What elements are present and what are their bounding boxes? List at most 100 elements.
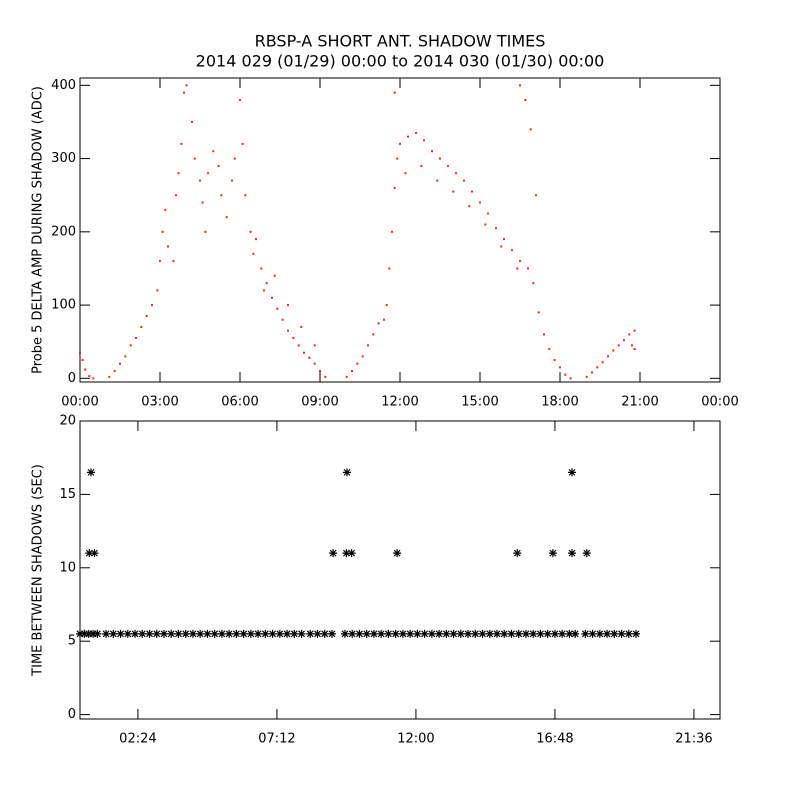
chart-subtitle: 2014 029 (01/29) 00:00 to 2014 030 (01/3… — [196, 52, 605, 71]
data-point — [167, 245, 169, 248]
asterisk-marker — [550, 629, 559, 638]
data-point — [207, 172, 209, 175]
asterisk-marker — [93, 629, 102, 638]
data-point — [396, 157, 399, 160]
asterisk-marker — [478, 629, 487, 638]
data-point — [231, 179, 233, 182]
asterisk-marker — [377, 629, 386, 638]
data-point — [292, 337, 295, 340]
asterisk-marker — [210, 629, 219, 638]
asterisk-marker — [624, 629, 633, 638]
data-point — [239, 98, 241, 101]
asterisk-marker — [582, 549, 591, 558]
asterisk-marker — [355, 629, 364, 638]
data-point — [151, 304, 153, 307]
data-point — [361, 355, 364, 358]
asterisk-marker — [347, 549, 356, 558]
data-point — [108, 375, 111, 378]
data-point — [287, 329, 289, 332]
data-point — [201, 201, 204, 204]
data-point — [199, 179, 201, 182]
data-point — [564, 373, 567, 376]
data-point — [308, 356, 311, 359]
data-point — [527, 267, 529, 270]
asterisk-marker — [76, 629, 84, 638]
data-point — [487, 212, 489, 215]
asterisk-marker — [558, 629, 567, 638]
asterisk-marker — [413, 629, 422, 638]
asterisk-marker — [87, 468, 96, 477]
data-point — [596, 366, 599, 369]
asterisk-marker — [290, 629, 299, 638]
asterisk-marker — [543, 629, 552, 638]
data-point — [543, 333, 545, 336]
data-point — [113, 370, 116, 373]
x-tick-label: 15:00 — [461, 395, 498, 410]
data-point — [383, 318, 385, 321]
asterisk-marker — [84, 629, 93, 638]
asterisk-marker — [313, 629, 322, 638]
asterisk-marker — [595, 629, 604, 638]
y-tick-label: 300 — [51, 151, 76, 166]
data-point — [519, 260, 521, 263]
asterisk-marker — [89, 629, 98, 638]
asterisk-marker — [610, 629, 619, 638]
asterisk-marker — [471, 629, 480, 638]
asterisk-marker — [391, 629, 400, 638]
data-point — [404, 172, 407, 175]
data-point — [537, 311, 540, 314]
data-point — [591, 371, 593, 374]
data-point — [164, 208, 167, 211]
asterisk-marker — [464, 629, 473, 638]
data-point — [484, 223, 487, 226]
y-tick-label: 15 — [59, 487, 76, 502]
data-point — [212, 150, 215, 153]
y-tick-label: 0 — [68, 707, 76, 722]
data-point — [479, 201, 481, 204]
data-point — [81, 359, 84, 362]
data-point — [495, 227, 497, 230]
asterisk-marker — [420, 629, 429, 638]
data-point — [92, 377, 95, 380]
asterisk-marker — [406, 629, 415, 638]
data-point — [500, 245, 503, 248]
data-point — [439, 157, 441, 160]
asterisk-marker — [174, 629, 183, 638]
data-point — [391, 230, 393, 233]
asterisk-marker — [181, 629, 190, 638]
data-point — [324, 375, 327, 378]
data-point — [631, 344, 633, 347]
asterisk-marker — [348, 629, 357, 638]
asterisk-marker — [581, 629, 590, 638]
data-point — [88, 375, 91, 378]
data-point — [249, 230, 252, 233]
data-point — [548, 348, 551, 351]
asterisk-marker — [513, 549, 522, 558]
asterisk-marker — [340, 629, 349, 638]
data-point — [511, 249, 513, 252]
asterisk-marker — [138, 629, 147, 638]
asterisk-marker — [90, 549, 99, 558]
y-tick-label: 10 — [59, 560, 76, 575]
asterisk-marker — [568, 549, 577, 558]
data-point — [569, 377, 572, 380]
data-point — [183, 91, 185, 94]
x-tick-label: 00:00 — [701, 395, 738, 410]
asterisk-marker — [203, 629, 212, 638]
asterisk-marker — [571, 629, 580, 638]
data-point — [447, 164, 449, 167]
asterisk-marker — [239, 629, 248, 638]
asterisk-marker — [442, 629, 451, 638]
asterisk-marker — [632, 629, 641, 638]
data-point — [524, 98, 527, 101]
data-point — [431, 150, 433, 153]
data-point — [225, 216, 228, 219]
data-point — [252, 252, 255, 255]
asterisk-marker — [306, 629, 315, 638]
data-point — [468, 205, 471, 208]
data-point — [287, 304, 289, 307]
plot-frame — [79, 420, 721, 720]
data-point — [633, 348, 636, 351]
data-point — [175, 194, 177, 197]
